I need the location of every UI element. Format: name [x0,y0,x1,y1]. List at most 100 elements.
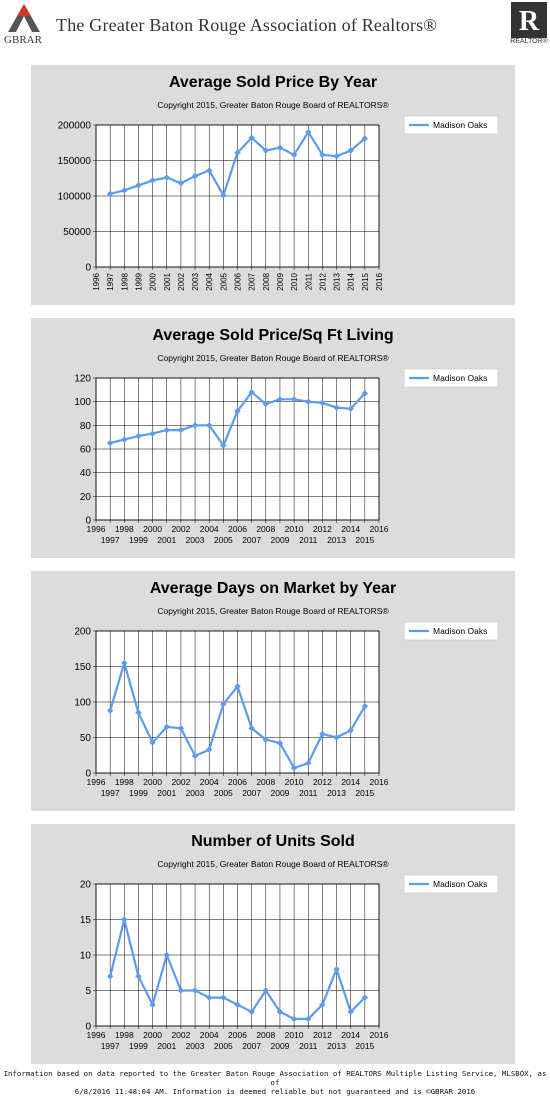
data-point [163,951,170,959]
x-tick-label: 2015 [361,272,370,290]
y-tick-label: 5 [85,986,91,997]
x-tick-label: 1996 [92,272,101,290]
data-point [305,128,312,136]
data-point [206,422,213,429]
data-point [163,426,170,434]
x-tick-label: 2012 [318,272,327,290]
x-tick-label: 2003 [191,272,200,290]
realtor-logo-text: REALTOR® [510,38,548,45]
y-tick-label: 40 [80,468,92,479]
x-tick-label: 2003 [186,1041,205,1051]
x-tick-label: 1998 [115,777,134,787]
y-tick-label: 20 [80,880,92,891]
data-point [361,703,369,710]
x-tick-label: 2004 [200,1030,219,1040]
x-tick-label: 1997 [101,788,120,798]
legend-label: Madison Oaks [433,626,487,636]
x-tick-label: 2005 [214,1041,233,1051]
x-tick-label: 2014 [341,524,360,534]
y-tick-label: 0 [85,516,91,527]
x-tick-label: 1998 [120,272,129,290]
x-tick-label: 2003 [186,535,205,545]
x-tick-label: 2012 [313,777,332,787]
y-tick-label: 10 [80,951,92,962]
data-point [177,987,185,994]
data-point [135,182,142,189]
data-point [361,390,369,397]
svg-text:R: R [519,6,540,37]
x-tick-label: 2006 [228,1030,247,1040]
chart-panel-price-sqft: Average Sold Price/Sq Ft Living Copyright… [31,318,515,558]
y-tick-label: 50000 [63,227,91,238]
x-tick-label: 1997 [101,1041,120,1051]
data-point [248,134,255,141]
x-tick-label: 2010 [290,272,299,290]
chart-subtitle: Copyright 2015, Greater Baton Rouge Boar… [157,353,389,363]
units-sold-chart: Number of Units Sold Copyright 2015, Grea… [80,833,499,1051]
x-tick-label: 2007 [242,535,261,545]
x-tick-label: 2004 [200,777,219,787]
site-title: The Greater Baton Rouge Association of R… [56,15,438,35]
legend-label: Madison Oaks [433,373,487,383]
x-tick-label: 2001 [157,1041,176,1051]
data-point [305,398,312,405]
data-point [347,405,354,412]
days-on-market-chart: Average Days on Market by Year Copyright … [74,580,499,798]
data-point [121,436,128,443]
x-tick-label: 2010 [285,777,304,787]
legend-box [403,368,499,388]
x-tick-label: 1996 [87,524,106,534]
data-point [234,683,241,690]
y-tick-label: 0 [85,1022,91,1033]
footer-disclaimer: Information based on data reported to th… [0,1069,550,1096]
data-point [234,407,241,415]
legend-box [403,874,499,894]
data-point [333,153,340,160]
x-tick-label: 1999 [129,1041,148,1051]
data-point [262,987,269,994]
x-tick-label: 1997 [106,272,115,290]
data-point [220,192,227,199]
data-point [206,994,213,1001]
data-point [262,147,269,154]
data-point [177,180,185,187]
x-tick-label: 2011 [304,272,313,290]
x-tick-label: 2009 [270,1041,289,1051]
data-point [191,422,199,429]
x-tick-label: 2002 [171,777,190,787]
legend-box [403,621,499,641]
data-point [135,709,142,716]
data-point [333,404,340,411]
y-tick-label: 80 [80,421,92,432]
data-point [106,439,114,447]
x-tick-label: 2005 [214,788,233,798]
x-tick-label: 2003 [186,788,205,798]
x-tick-label: 2010 [285,1030,304,1040]
y-tick-label: 100000 [58,192,92,203]
x-tick-label: 2002 [177,272,186,290]
x-tick-label: 1998 [115,1030,134,1040]
price-per-sqft-chart: Average Sold Price/Sq Ft Living Copyright… [74,327,499,545]
y-tick-label: 20 [80,492,92,503]
footer-line-2: 6/8/2016 11:48:04 AM. Information is dee… [74,1087,476,1096]
x-tick-label: 1996 [87,777,106,787]
y-tick-label: 100 [74,698,91,709]
x-tick-label: 2008 [256,777,275,787]
data-point [191,172,199,180]
x-tick-label: 2008 [256,1030,275,1040]
y-tick-label: 100 [74,397,91,408]
x-tick-label: 2001 [157,535,176,545]
x-tick-label: 2000 [143,777,162,787]
x-tick-label: 2014 [341,777,360,787]
chart-panel-units-sold: Number of Units Sold Copyright 2015, Grea… [31,824,515,1064]
x-tick-label: 2000 [143,1030,162,1040]
data-point [220,700,227,708]
x-tick-label: 2009 [270,535,289,545]
x-tick-label: 2013 [327,535,346,545]
data-point [319,399,326,407]
x-tick-label: 2010 [285,524,304,534]
y-tick-label: 200 [74,627,91,638]
x-tick-label: 2012 [313,1030,332,1040]
data-point [262,736,269,743]
x-tick-label: 2005 [219,272,228,290]
